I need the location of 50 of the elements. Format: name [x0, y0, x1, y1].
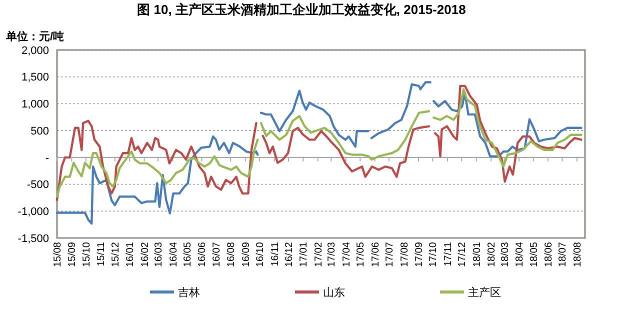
x-tick-label: 16/02 — [140, 242, 151, 268]
x-tick-label: 18/06 — [543, 242, 554, 268]
x-tick-label: 17/02 — [313, 242, 324, 268]
x-tick-label: 15/09 — [67, 242, 78, 268]
y-tick-label: - — [45, 152, 50, 164]
x-tick-label: 17/06 — [370, 242, 382, 268]
x-tick-label: 18/03 — [500, 242, 511, 268]
x-tick-label: 17/04 — [341, 242, 352, 268]
y-tick-label: -500 — [26, 179, 49, 192]
x-tick-label: 17/11 — [442, 242, 454, 266]
x-tick-label: 16/01 — [125, 242, 136, 268]
y-tick-label: -1,000 — [18, 206, 49, 218]
x-tick-label: 18/01 — [472, 242, 483, 268]
y-tick-label: 1,500 — [21, 72, 49, 84]
x-tick-label: 16/06 — [197, 242, 208, 268]
y-axis-title: 单位：元/吨 — [5, 30, 64, 43]
x-tick-label: 18/05 — [528, 242, 540, 268]
x-tick-label: 16/05 — [182, 242, 194, 268]
x-tick-label: 17/03 — [326, 242, 338, 268]
y-tick-label: 500 — [30, 125, 49, 138]
x-tick-label: 16/03 — [154, 242, 165, 268]
x-tick-label: 18/07 — [558, 242, 569, 268]
x-tick-label: 17/10 — [428, 242, 440, 268]
legend-label: 主产区 — [468, 286, 501, 299]
x-tick-label: 17/07 — [384, 242, 396, 268]
x-tick-label: 16/04 — [168, 242, 180, 268]
x-tick-label: 17/09 — [414, 242, 425, 268]
x-tick-label: 17/01 — [298, 242, 310, 268]
x-tick-label: 15/11 — [96, 242, 108, 266]
y-tick-label: 1,000 — [21, 98, 49, 111]
x-tick-label: 16/08 — [226, 242, 238, 268]
legend-label: 山东 — [323, 286, 345, 299]
x-tick-label: 17/12 — [457, 242, 468, 268]
chart-title: 图 10, 主产区玉米酒精加工企业加工效益变化, 2015-2018 — [137, 2, 466, 17]
legend-label: 吉林 — [178, 286, 200, 299]
x-tick-label: 17/05 — [356, 242, 367, 268]
x-tick-label: 16/07 — [211, 242, 222, 268]
x-tick-label: 17/08 — [399, 242, 410, 268]
y-tick-label: -1,500 — [18, 232, 49, 245]
x-tick-label: 16/11 — [270, 242, 281, 266]
x-tick-label: 16/09 — [240, 242, 252, 268]
x-tick-label: 15/08 — [52, 242, 64, 268]
x-tick-label: 16/10 — [255, 242, 266, 268]
x-tick-label: 18/02 — [486, 242, 498, 268]
y-tick-label: 2,000 — [21, 44, 49, 57]
x-tick-label: 18/04 — [514, 242, 526, 268]
x-tick-label: 18/08 — [572, 242, 584, 268]
x-tick-label: 15/10 — [81, 242, 92, 268]
x-tick-label: 15/12 — [110, 242, 122, 268]
x-tick-label: 16/12 — [284, 242, 296, 268]
